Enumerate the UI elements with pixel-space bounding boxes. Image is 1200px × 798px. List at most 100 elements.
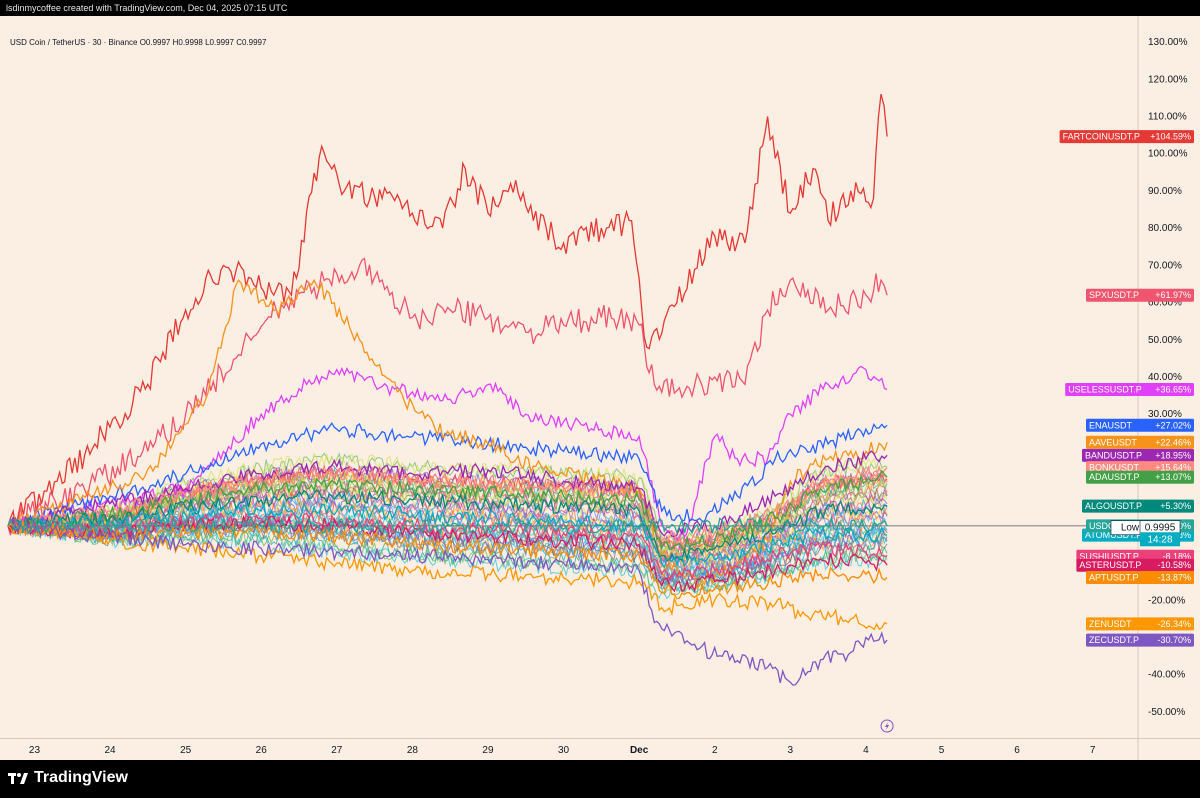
series-tag-bg (1086, 418, 1194, 432)
tradingview-logo[interactable]: TradingView (8, 769, 128, 787)
countdown-bg (1140, 532, 1180, 547)
series-tag-name: ENAUSDT (1089, 420, 1133, 430)
series-tag-name: APTUSDT.P (1089, 572, 1139, 582)
series-line-zenusdt (7, 522, 888, 631)
series-line-usdc (7, 516, 888, 536)
series-tag-name: USDC (1089, 521, 1115, 531)
countdown-label: 14:28 (1147, 534, 1172, 545)
series-line-atomusdt-p (7, 501, 888, 569)
x-tick-label: 6 (1014, 745, 1020, 756)
series-tag-name: SUSHIUSDT.P (1079, 551, 1139, 561)
y-axis-ticks: 130.00% 120.00% 110.00% 100.00% 90.00% 80.00%… (1148, 37, 1188, 718)
x-tick-label: 29 (482, 745, 494, 756)
series-tag-name: USELESSUSDT.P (1068, 384, 1142, 394)
series-tag-value: +13.07% (1155, 472, 1191, 482)
x-tick-label: 4 (863, 745, 869, 756)
attribution-bar: lsdinmycoffee created with TradingView.c… (0, 0, 1200, 16)
series-tag-bg (1082, 499, 1194, 513)
series-tag-name: ZENUSDT (1089, 619, 1132, 629)
y-tick-label: -40.00% (1148, 670, 1185, 681)
x-tick-label: Dec (630, 745, 649, 756)
series-tag-name: BONKUSDT (1089, 463, 1140, 473)
x-tick-label: 27 (331, 745, 343, 756)
series-tag-name: ATOMUSDT.P (1085, 530, 1142, 540)
series-line-fartcoinusdt-p (7, 94, 888, 531)
y-tick-label: -50.00% (1148, 707, 1185, 718)
x-tick-label: 5 (939, 745, 945, 756)
series-tag-name: ZECUSDT.P (1089, 635, 1139, 645)
x-tick-label: 23 (29, 745, 41, 756)
series-tag-value: +27.02% (1155, 420, 1191, 430)
series-tag-name: FARTCOINUSDT.P (1063, 132, 1140, 142)
series-line-spxusdt-p (7, 257, 888, 536)
series-lines (7, 94, 888, 686)
alert-icon (880, 719, 894, 733)
series-line-bonkusdt (7, 464, 888, 547)
noise-line (7, 518, 888, 596)
series-tag-name: SPXUSDT.P (1089, 290, 1139, 300)
y-tick-label: 110.00% (1148, 111, 1187, 122)
x-tick-label: 7 (1090, 745, 1096, 756)
x-tick-label: 2 (712, 745, 718, 756)
series-tag-bg (1086, 617, 1194, 631)
x-tick-label: 25 (180, 745, 192, 756)
attribution-text: lsdinmycoffee created with TradingView.c… (6, 3, 288, 13)
series-line-adausdt-p (7, 469, 888, 553)
y-tick-label: 60.00% (1148, 298, 1182, 309)
footer-bar: TradingView (0, 760, 1200, 798)
series-tag-value: +22.46% (1155, 437, 1191, 447)
series-tag-value: +15.64% (1155, 463, 1191, 473)
series-tag-name: ALGOUSDT.P (1085, 501, 1142, 511)
series-line-uselessusdt-p (7, 365, 888, 541)
y-tick-label: 90.00% (1148, 186, 1182, 197)
y-tick-label: 80.00% (1148, 223, 1182, 234)
lightning-icon (885, 722, 890, 730)
series-tag-value: -30.70% (1157, 635, 1191, 645)
x-tick-label: 28 (407, 745, 419, 756)
price-axis (0, 16, 1200, 760)
series-tags: FARTCOINUSDT.P +104.59% SPXUSDT.P +61.97% US… (1059, 130, 1194, 647)
series-tag-value: -26.34% (1157, 619, 1191, 629)
series-tag-value: -8.18% (1162, 551, 1191, 561)
series-tag-name: AAVEUSDT (1089, 437, 1137, 447)
y-tick-label: 130.00% (1148, 37, 1188, 48)
series-tag-value: -10.58% (1157, 560, 1191, 570)
series-tag-bg (1082, 448, 1194, 462)
series-tag-name: BANDUSDT.P (1085, 450, 1142, 460)
y-tick-label: 70.00% (1148, 260, 1182, 271)
y-tick-label: 120.00% (1148, 74, 1188, 85)
series-tag-name: ADAUSDT.P (1089, 472, 1140, 482)
y-tick-label: -20.00% (1148, 595, 1185, 606)
x-tick-label: 26 (256, 745, 268, 756)
y-tick-label: 50.00% (1148, 335, 1182, 346)
series-line-asterusdt-p (7, 514, 888, 593)
low-value: 0.9995 (1145, 523, 1176, 534)
series-tag-value: -13.87% (1157, 572, 1191, 582)
series-tag-bg (1086, 435, 1194, 449)
series-tag-bg (1059, 130, 1194, 144)
series-tag-name: ASTERUSDT.P (1079, 560, 1141, 570)
series-line-algousdt-p (7, 489, 888, 562)
y-tick-label: 40.00% (1148, 372, 1182, 383)
x-tick-label: 30 (558, 745, 570, 756)
x-axis-ticks: 23 24 25 26 27 28 29 30 Dec 2 3 4 5 6 7 (29, 745, 1096, 756)
price-chart[interactable]: 130.00% 120.00% 110.00% 100.00% 90.00% 80.00%… (0, 16, 1200, 760)
chart-area[interactable]: USD Coin / TetherUS · 30 · Binance O0.99… (0, 16, 1200, 760)
series-tag-bg (1086, 633, 1194, 647)
series-tag-bg (1065, 382, 1194, 396)
series-tag-bg (1086, 470, 1194, 484)
series-tag-value: +104.59% (1150, 132, 1191, 142)
y-tick-label: 100.00% (1148, 149, 1188, 160)
series-line-zecusdt-p (7, 518, 888, 686)
noise-line (7, 465, 888, 552)
low-label: Low (1121, 523, 1140, 534)
series-tag-value: +61.97% (1155, 290, 1191, 300)
series-tag-bg (1086, 570, 1194, 584)
x-tick-label: 24 (104, 745, 116, 756)
series-line-aaveusdt (7, 278, 888, 590)
series-tag-value: +36.65% (1155, 384, 1191, 394)
series-tag-bg (1076, 558, 1194, 572)
series-tag-value: +18.95% (1155, 450, 1191, 460)
symbol-info: USD Coin / TetherUS · 30 · Binance O0.99… (10, 38, 267, 47)
